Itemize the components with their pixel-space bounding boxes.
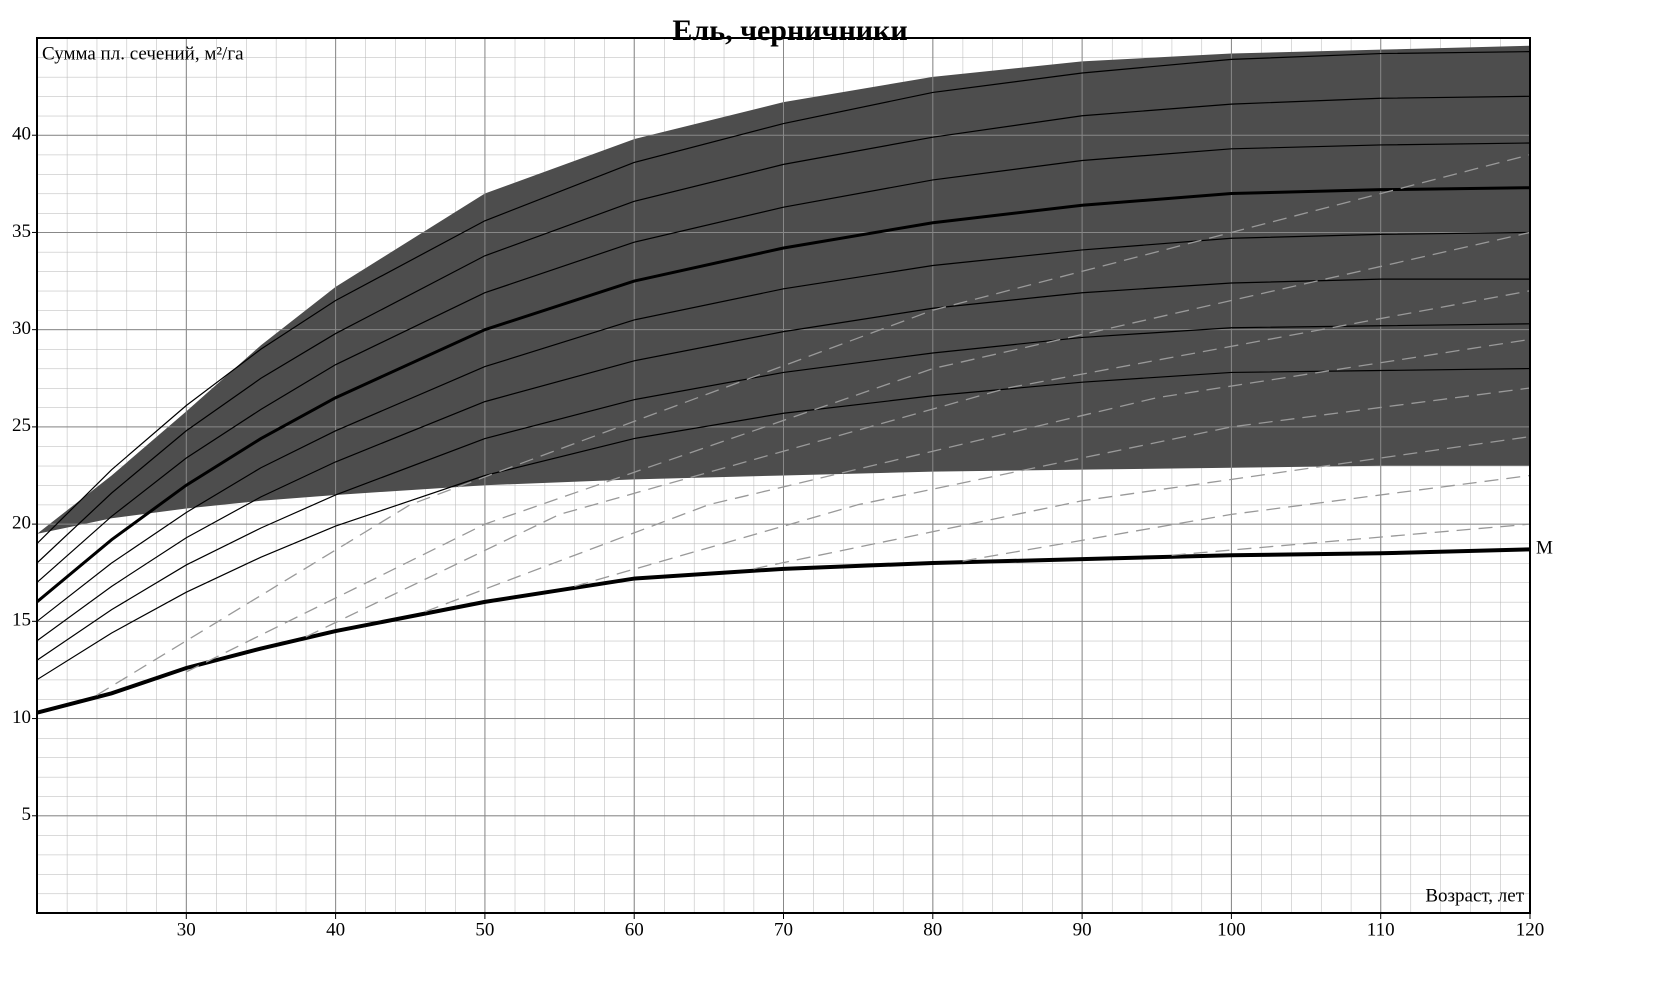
y-tick-label: 20 [12, 512, 31, 533]
x-tick-label: 70 [774, 919, 793, 940]
y-tick-label: 5 [22, 804, 32, 825]
y-tick-label: 35 [12, 221, 31, 242]
curve [37, 278, 1530, 642]
plot-layer [37, 38, 1530, 913]
y-tick-label: 30 [12, 318, 31, 339]
dashed-line [186, 231, 1530, 673]
curve [37, 367, 1530, 681]
curve [37, 547, 1530, 715]
dashed-line [305, 290, 1530, 638]
dashed-line [96, 154, 1530, 696]
x-tick-label: 80 [923, 919, 942, 940]
y-tick-label: 40 [12, 124, 31, 145]
dashed-line [574, 387, 1530, 587]
x-tick-label: 50 [475, 919, 494, 940]
dashed-line [1171, 523, 1530, 556]
curve [37, 323, 1530, 661]
y-axis-label: Сумма пл. сечений, м²/га [42, 43, 244, 64]
curve [37, 231, 1530, 622]
x-tick-label: 120 [1516, 919, 1545, 940]
x-tick-label: 40 [326, 919, 345, 940]
dashed-line [424, 338, 1530, 613]
series-label: М [1536, 538, 1553, 559]
x-tick-label: 60 [625, 919, 644, 940]
y-tick-label: 25 [12, 415, 31, 436]
x-tick-label: 100 [1217, 919, 1246, 940]
x-tick-label: 90 [1073, 919, 1092, 940]
y-tick-label: 15 [12, 610, 31, 631]
chart-title: Ель, черничники [672, 14, 907, 47]
y-tick-label: 10 [12, 707, 31, 728]
x-tick-label: 110 [1367, 919, 1395, 940]
dashed-line [753, 435, 1530, 570]
x-tick-label: 30 [177, 919, 196, 940]
x-axis-label: Возраст, лет [1425, 885, 1524, 906]
curve [37, 186, 1530, 604]
dashed-line [962, 474, 1530, 562]
curve [37, 95, 1530, 564]
curve [37, 51, 1530, 544]
curve [37, 142, 1530, 583]
